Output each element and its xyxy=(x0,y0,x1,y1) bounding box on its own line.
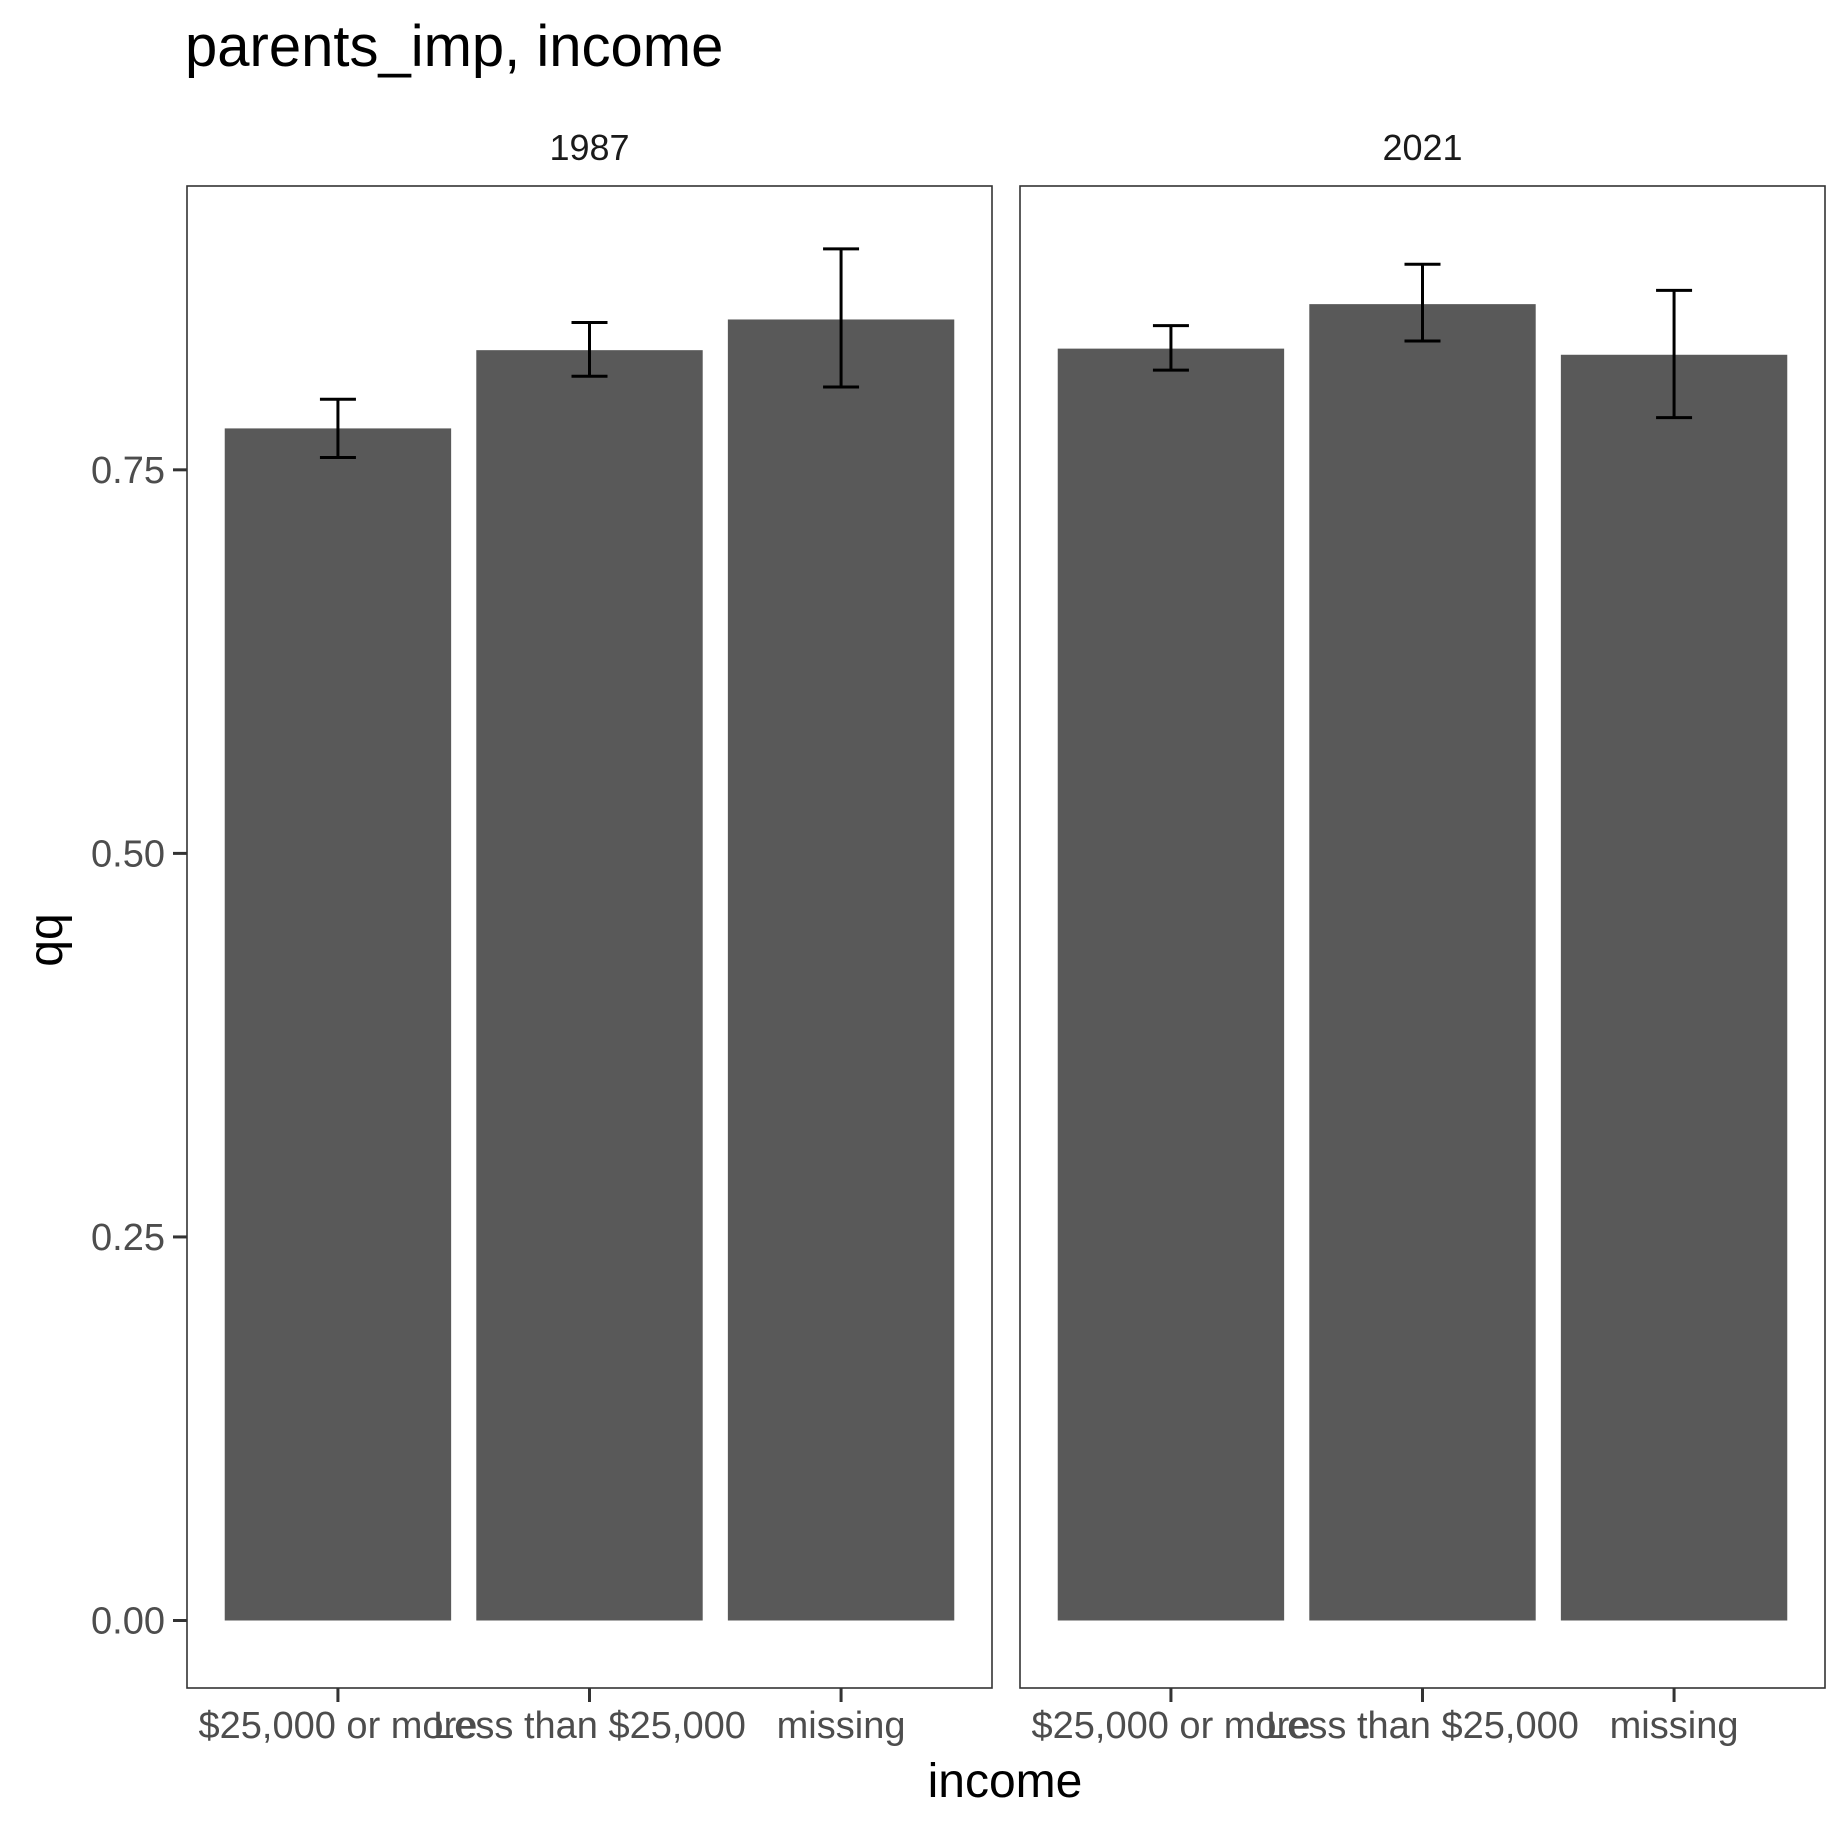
facet-label: 2021 xyxy=(1382,127,1462,168)
bar xyxy=(1560,354,1788,1621)
x-tick-label: $25,000 or more xyxy=(1032,1705,1311,1747)
x-tick-label: missing xyxy=(777,1705,906,1747)
panel-border xyxy=(186,185,993,1689)
bar xyxy=(224,428,452,1621)
x-tick-label: $25,000 or more xyxy=(199,1705,478,1747)
y-axis: 0.00 0.25 0.50 0.75 xyxy=(91,450,187,1642)
bar xyxy=(1057,348,1285,1621)
bar xyxy=(476,350,703,1621)
x-tick-label: Less than $25,000 xyxy=(433,1705,746,1747)
bar xyxy=(727,319,955,1621)
y-axis-title: qq xyxy=(20,913,73,966)
chart-title: parents_imp, income xyxy=(185,14,723,79)
y-tick-label: 0.50 xyxy=(91,833,165,875)
facet-label: 1987 xyxy=(549,127,629,168)
y-tick-label: 0.75 xyxy=(91,450,165,492)
bar xyxy=(1309,304,1536,1621)
x-axis-title: income xyxy=(928,1755,1083,1808)
y-tick-label: 0.00 xyxy=(91,1600,165,1642)
x-tick-label: missing xyxy=(1610,1705,1739,1747)
x-tick-label: Less than $25,000 xyxy=(1266,1705,1579,1747)
y-tick-label: 0.25 xyxy=(91,1217,165,1259)
panel-border xyxy=(1019,185,1826,1689)
